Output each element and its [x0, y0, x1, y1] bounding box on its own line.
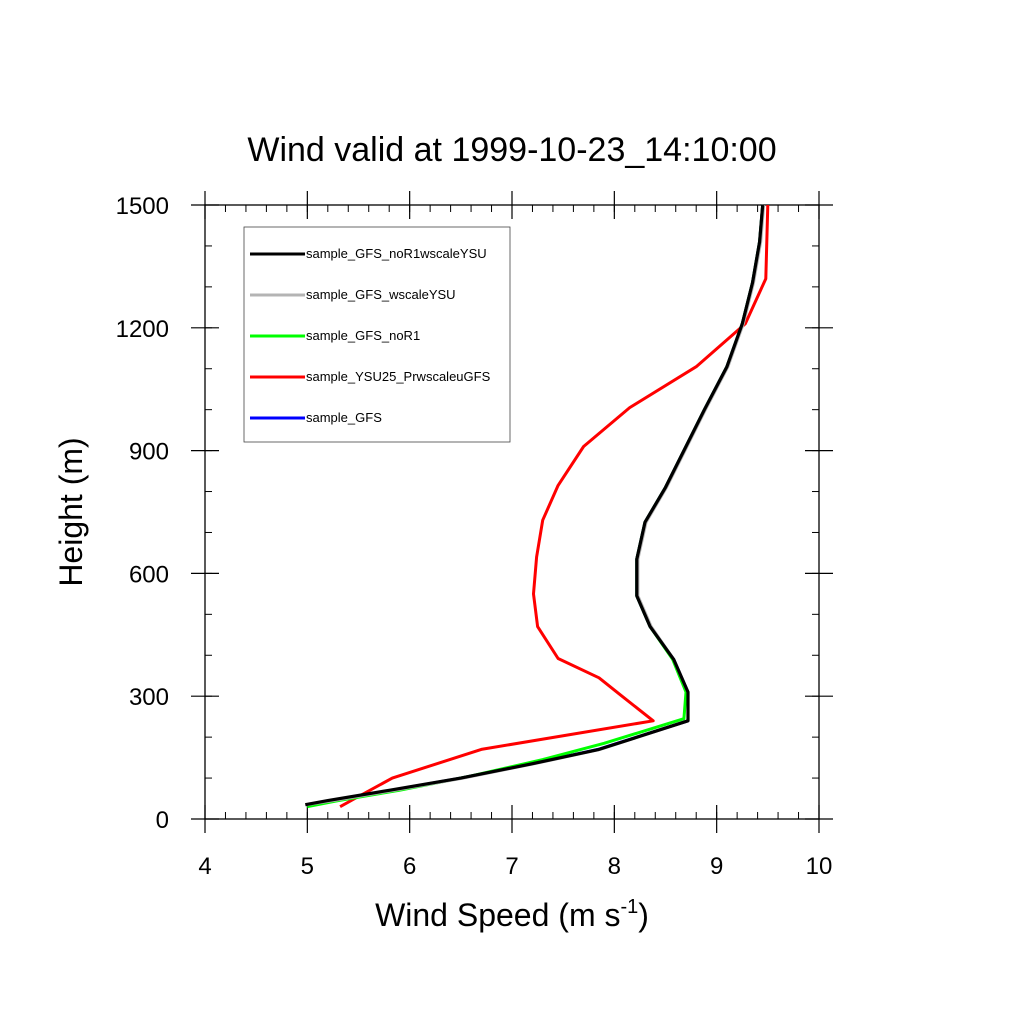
x-tick-label: 9 [710, 853, 723, 880]
series-line-4 [339, 204, 770, 809]
x-tick-label: 8 [608, 853, 621, 880]
x-tick-labels: 4 5 6 7 8 9 10 [198, 853, 832, 880]
y-tick-label: 1200 [116, 316, 169, 343]
major-ticks [191, 191, 833, 833]
series-lines [305, 204, 770, 809]
x-axis-label-main: Wind Speed (m s [375, 897, 620, 933]
legend: sample_GFS_noR1wscaleYSU sample_GFS_wscal… [243, 226, 511, 443]
y-tick-label: 600 [129, 561, 169, 588]
x-tick-label: 5 [301, 853, 314, 880]
x-tick-label: 10 [806, 853, 833, 880]
y-tick-label: 900 [129, 439, 169, 466]
legend-label: sample_GFS [306, 410, 382, 425]
legend-item: sample_GFS_wscaleYSU [250, 287, 456, 302]
series-line-1 [305, 204, 765, 807]
y-tick-label: 0 [156, 807, 169, 834]
legend-item: sample_GFS_noR1 [250, 328, 420, 343]
x-axis-label-superscript: -1 [620, 896, 638, 918]
chart-title: Wind valid at 1999-10-23_14:10:00 [247, 131, 776, 169]
legend-label: sample_GFS_noR1wscaleYSU [306, 246, 487, 261]
x-axis-label-suffix: ) [638, 897, 649, 933]
legend-item: sample_GFS [250, 410, 382, 425]
x-axis-label: Wind Speed (m s-1) [375, 896, 649, 933]
y-axis-label: Height (m) [53, 437, 89, 586]
legend-label: sample_YSU25_PrwscaleuGFS [306, 369, 491, 384]
x-tick-label: 6 [403, 853, 416, 880]
x-tick-label: 4 [198, 853, 211, 880]
legend-item: sample_YSU25_PrwscaleuGFS [250, 369, 491, 384]
y-tick-label: 1500 [116, 193, 169, 220]
legend-item: sample_GFS_noR1wscaleYSU [250, 246, 487, 261]
legend-label: sample_GFS_wscaleYSU [306, 287, 456, 302]
y-tick-labels: 0 300 600 900 1200 1500 [116, 193, 169, 834]
x-tick-label: 7 [505, 853, 518, 880]
legend-label: sample_GFS_noR1 [306, 328, 420, 343]
y-tick-label: 300 [129, 684, 169, 711]
